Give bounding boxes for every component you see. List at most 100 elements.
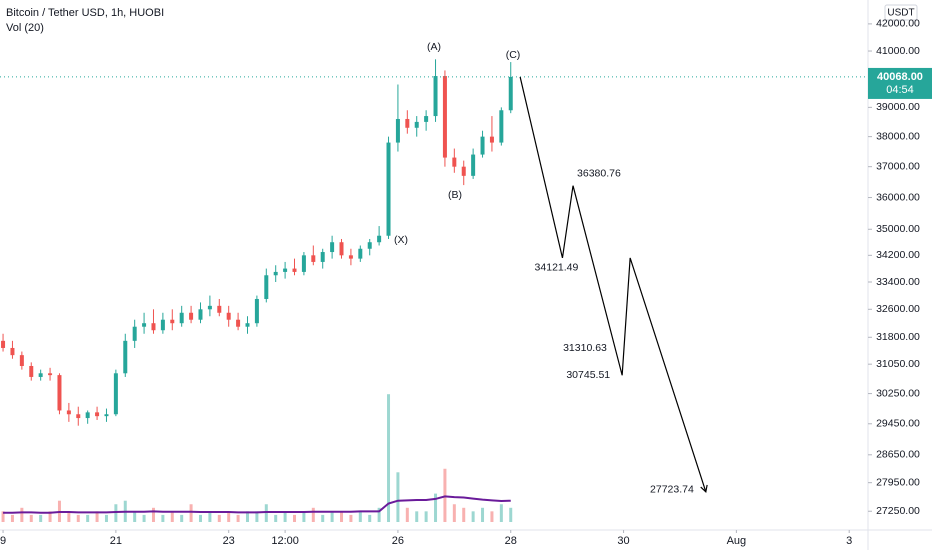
- volume-bar: [499, 504, 503, 522]
- candle-body: [66, 410, 71, 415]
- candle-body: [414, 121, 419, 128]
- projection-label: 34121.49: [535, 262, 579, 274]
- volume-bar: [151, 507, 155, 522]
- candle-body: [38, 373, 43, 377]
- candle-body: [489, 136, 494, 143]
- y-tick-label: 35000.00: [876, 223, 920, 235]
- x-tick-label: Aug: [727, 535, 747, 547]
- y-tick-label: 31050.00: [876, 358, 920, 370]
- candle-body: [189, 312, 194, 320]
- chart-title: Bitcoin / Tether USD, 1h, HUOBI: [6, 7, 164, 19]
- candle-body: [311, 255, 316, 262]
- volume-bar: [95, 511, 99, 522]
- candle-body: [442, 76, 447, 158]
- currency[interactable]: USDT: [887, 8, 914, 19]
- candle-body: [433, 76, 438, 117]
- volume-bar: [358, 511, 362, 522]
- volume-bar: [255, 511, 259, 522]
- x-tick-label: 21: [110, 535, 122, 547]
- y-tick-label: 31800.00: [876, 331, 920, 343]
- volume-bar: [264, 504, 268, 522]
- price-tag: [868, 67, 932, 99]
- candle-body: [179, 312, 184, 324]
- candle-body: [292, 268, 297, 272]
- candle-body: [132, 326, 137, 341]
- candle-body: [104, 414, 109, 417]
- y-tick-label: 37000.00: [876, 160, 920, 172]
- candle-body: [85, 412, 90, 419]
- y-tick-label: 39000.00: [876, 101, 920, 113]
- annotation: (X): [394, 234, 408, 246]
- annotation: (C): [506, 49, 521, 61]
- volume-bar: [170, 511, 174, 522]
- volume-bar: [377, 507, 381, 522]
- volume-bar: [490, 511, 494, 522]
- volume-bar: [330, 511, 334, 522]
- volume-bar: [114, 504, 118, 522]
- x-tick-label: 12:00: [271, 535, 299, 547]
- projection-line: [519, 76, 707, 493]
- candle-body: [377, 235, 382, 243]
- volume-bar: [481, 507, 485, 522]
- volume-bar: [349, 514, 353, 522]
- volume-bar: [434, 493, 438, 522]
- volume-bar: [217, 514, 221, 522]
- volume-bar: [29, 514, 33, 522]
- volume-bar: [208, 511, 212, 522]
- candle-body: [283, 268, 288, 272]
- volume-bar: [452, 504, 456, 522]
- candle-body: [245, 323, 250, 327]
- annotation: (A): [427, 41, 441, 53]
- candle-body: [207, 305, 212, 310]
- volume-bar: [86, 514, 90, 522]
- volume-bar: [236, 514, 240, 522]
- candle-body: [48, 373, 53, 376]
- candle-body: [395, 118, 400, 143]
- candle-body: [217, 305, 222, 313]
- volume-title: Vol (20): [6, 22, 44, 34]
- candle-body: [367, 242, 372, 249]
- x-tick-label: 23: [223, 535, 235, 547]
- candle-body: [1, 340, 6, 348]
- y-tick-label: 42000.00: [876, 18, 920, 30]
- volume-bar: [462, 507, 466, 522]
- volume-bar: [368, 514, 372, 522]
- projection-label: 30745.51: [566, 369, 610, 381]
- candle-body: [320, 252, 325, 262]
- candle-body: [236, 319, 241, 327]
- candle-body: [254, 298, 259, 324]
- volume-bar: [180, 514, 184, 522]
- candle-body: [424, 116, 429, 122]
- volume-bar: [48, 511, 52, 522]
- candle-body: [348, 255, 353, 259]
- volume-bar: [161, 514, 165, 522]
- y-tick-label: 30250.00: [876, 387, 920, 399]
- candle-body: [405, 118, 410, 128]
- volume-bar: [198, 514, 202, 522]
- currency-box[interactable]: [884, 4, 918, 21]
- volume-bar: [509, 507, 513, 522]
- candle-body: [339, 242, 344, 256]
- x-tick-label: 30: [617, 535, 629, 547]
- volume-bar: [387, 394, 391, 522]
- volume-bar: [1, 511, 5, 522]
- volume-bar: [424, 511, 428, 522]
- y-tick-label: 28650.00: [876, 449, 920, 461]
- candle-body: [123, 340, 128, 374]
- candle-body: [301, 255, 306, 272]
- x-tick-label: 26: [392, 535, 404, 547]
- candle-body: [508, 76, 513, 111]
- volume-bar: [76, 514, 80, 522]
- volume-bar: [340, 511, 344, 522]
- y-tick-label: 38000.00: [876, 130, 920, 142]
- candle-body: [264, 275, 269, 299]
- candle-body: [95, 412, 100, 417]
- volume-bar: [396, 472, 400, 522]
- x-tick-label: 3: [846, 535, 852, 547]
- volume-bar: [227, 511, 231, 522]
- candle-body: [358, 248, 363, 259]
- x-tick-label: 28: [505, 535, 517, 547]
- y-tick-label: 36000.00: [876, 191, 920, 203]
